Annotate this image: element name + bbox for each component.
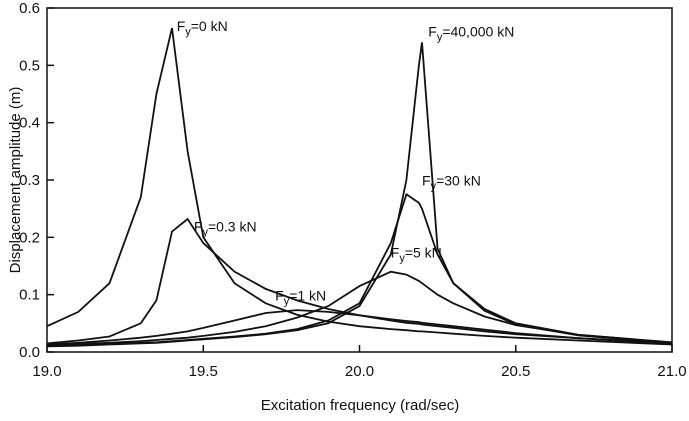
y-tick-label: 0.3 — [19, 172, 40, 189]
x-tick-label: 19.0 — [32, 363, 61, 380]
x-tick-label: 20.5 — [501, 363, 530, 380]
series-line — [46, 27, 673, 346]
series-line — [46, 217, 673, 345]
x-tick-label: 19.5 — [189, 363, 218, 380]
series-line — [46, 309, 673, 346]
y-tick-label: 0.6 — [19, 0, 40, 17]
y-tick-label: 0.2 — [19, 229, 40, 246]
x-axis-label: Excitation frequency (rad/sec) — [261, 397, 459, 414]
y-tick-label: 0.5 — [19, 57, 40, 74]
y-tick-label: 0.1 — [19, 287, 40, 304]
y-tick-label: 0.0 — [19, 344, 40, 361]
series-line — [46, 42, 673, 348]
series-label: Fy=40,000 kN — [428, 24, 514, 44]
series-label: Fy=1 kN — [275, 287, 326, 307]
series-label: Fy=30 kN — [422, 173, 481, 193]
series-line — [46, 270, 673, 346]
series-label: Fy=0 kN — [177, 18, 228, 38]
series-label: Fy=0.3 kN — [194, 219, 257, 239]
plot-frame — [46, 7, 673, 353]
series-label: Fy=5 kN — [391, 244, 442, 264]
x-tick-label: 21.0 — [657, 363, 686, 380]
x-tick-label: 20.0 — [345, 363, 374, 380]
y-tick-label: 0.4 — [19, 115, 40, 132]
y-axis-label: Displacement amplitude (m) — [7, 87, 24, 274]
